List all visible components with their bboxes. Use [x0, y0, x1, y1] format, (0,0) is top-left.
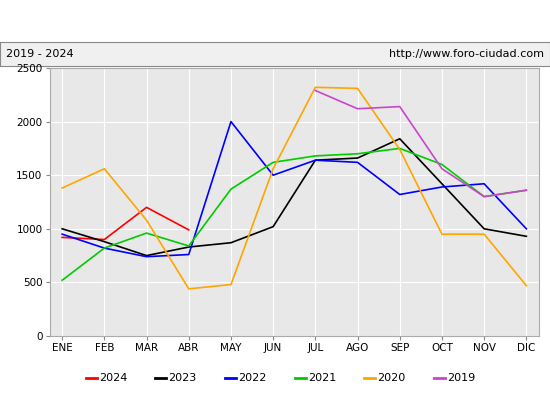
- Text: http://www.foro-ciudad.com: http://www.foro-ciudad.com: [389, 49, 544, 59]
- Text: 2021: 2021: [308, 373, 336, 383]
- Text: 2020: 2020: [377, 373, 406, 383]
- Text: 2022: 2022: [238, 373, 266, 383]
- Text: 2019 - 2024: 2019 - 2024: [6, 49, 73, 59]
- Text: 2019: 2019: [447, 373, 475, 383]
- Text: 2023: 2023: [168, 373, 197, 383]
- Text: Evolucion Nº Turistas Nacionales en el municipio de Belinchón: Evolucion Nº Turistas Nacionales en el m…: [42, 14, 508, 28]
- Text: 2024: 2024: [99, 373, 127, 383]
